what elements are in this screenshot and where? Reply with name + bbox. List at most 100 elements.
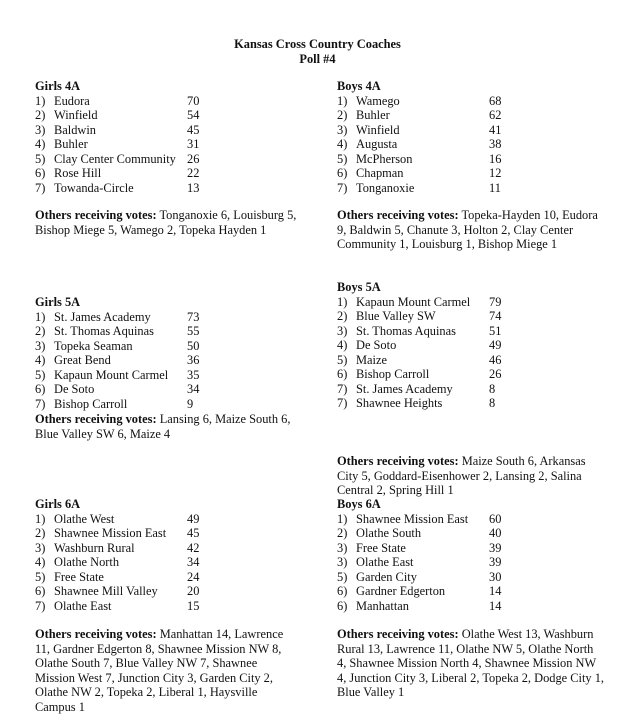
points: 8 [489, 381, 496, 396]
points: 20 [187, 584, 200, 598]
ranking-row: 3) Washburn Rural 42 [35, 541, 217, 556]
ranking-row: 2) Blue Valley SW 74 [337, 309, 519, 324]
rank: 2) [337, 108, 348, 122]
rank: 7) [35, 598, 46, 613]
points: 40 [489, 526, 502, 540]
team-name: Bishop Carroll [54, 396, 128, 411]
team-name: De Soto [54, 382, 95, 396]
rank: 1) [337, 511, 348, 526]
points: 73 [187, 309, 200, 324]
points: 60 [489, 511, 502, 526]
team-name: Bishop Carroll [356, 367, 430, 381]
others-receiving-votes: Others receiving votes: Topeka-Hayden 10… [337, 208, 605, 252]
team-name: McPherson [356, 151, 413, 166]
rank: 1) [35, 511, 46, 526]
team-name: Clay Center Community [54, 151, 176, 166]
points: 38 [489, 137, 502, 151]
ranking-row: 1) Eudora 70 [35, 94, 217, 109]
others-list: Maize South 6, Arkansas City 5, Goddard-… [337, 454, 586, 497]
team-name: Winfield [356, 122, 400, 137]
team-name: St. Thomas Aquinas [54, 324, 154, 338]
points: 55 [187, 324, 200, 338]
document-title: Kansas Cross Country Coaches Poll #4 [0, 37, 635, 66]
rank: 1) [35, 309, 46, 324]
points: 26 [187, 151, 200, 166]
section-heading: Boys 6A [337, 497, 381, 511]
ranking-section: Boys 6A 1) Shawnee Mission East 60 2) Olathe … [337, 497, 519, 613]
rank: 6) [337, 367, 348, 381]
rank: 1) [337, 93, 348, 108]
ranking-row: 4) Buhler 31 [35, 137, 217, 152]
points: 26 [489, 367, 502, 381]
ranking-row: 1) Wamego 68 [337, 94, 519, 109]
ranking-row: 2) Olathe South 40 [337, 526, 519, 541]
poll-number: Poll #4 [299, 51, 336, 66]
team-name: Buhler [356, 108, 390, 122]
team-name: Washburn Rural [54, 540, 135, 555]
team-name: Baldwin [54, 122, 96, 137]
team-name: Free State [356, 540, 406, 555]
ranking-row: 4) Olathe North 34 [35, 555, 217, 570]
section-heading: Girls 4A [35, 79, 81, 93]
rank: 5) [35, 151, 46, 166]
rank: 3) [337, 555, 348, 569]
team-name: Olathe West [54, 511, 115, 526]
ranking-row: 5) Maize 46 [337, 353, 519, 368]
rank: 7) [337, 396, 348, 410]
ranking-row: 5) McPherson 16 [337, 152, 519, 167]
rank: 2) [35, 324, 46, 338]
others-list: Lansing 6, Maize South 6, Blue Valley SW… [35, 412, 291, 441]
ranking-row: 6) De Soto 34 [35, 382, 217, 397]
others-label: Others receiving votes: [35, 412, 157, 426]
rank: 4) [35, 555, 46, 569]
rank: 2) [337, 309, 348, 323]
team-name: Rose Hill [54, 166, 102, 180]
points: 49 [489, 338, 502, 352]
section-heading: Girls 6A [35, 497, 81, 511]
team-name: Olathe North [54, 555, 120, 569]
rank: 3) [35, 338, 46, 353]
ranking-row: 2) St. Thomas Aquinas 55 [35, 324, 217, 339]
ranking-row: 7) Tonganoxie 11 [337, 181, 519, 196]
ranking-section: Boys 5A 1) Kapaun Mount Carmel 79 2) Blue Val… [337, 280, 519, 411]
points: 41 [489, 122, 502, 137]
ranking-row: 3) Topeka Seaman 50 [35, 339, 217, 354]
ranking-row: 3) Winfield 41 [337, 123, 519, 138]
points: 51 [489, 323, 502, 338]
others-label: Others receiving votes: [35, 208, 157, 222]
others-receiving-votes: Others receiving votes: Lansing 6, Maize… [35, 412, 297, 441]
team-name: Olathe East [54, 598, 112, 613]
ranking-row: 7) St. James Academy 8 [337, 382, 519, 397]
points: 62 [489, 108, 502, 122]
section-heading: Boys 5A [337, 280, 381, 294]
rank: 6) [337, 166, 348, 180]
ranking-row: 3) Free State 39 [337, 541, 519, 556]
others-list: Tonganoxie 6, Louisburg 5, Bishop Miege … [35, 208, 297, 237]
ranking-row: 2) Buhler 62 [337, 108, 519, 123]
team-name: Shawnee Mill Valley [54, 584, 158, 598]
ranking-section: Girls 6A 1) Olathe West 49 2) Shawnee Mission… [35, 497, 217, 613]
points: 49 [187, 511, 200, 526]
rank: 6) [337, 584, 348, 598]
ranking-row: 5) Free State 24 [35, 570, 217, 585]
others-receiving-votes: Others receiving votes: Maize South 6, A… [337, 454, 605, 498]
points: 31 [187, 137, 200, 151]
rank: 7) [35, 180, 46, 195]
rank: 4) [35, 353, 46, 367]
rank: 5) [35, 569, 46, 584]
ranking-row: 5) Garden City 30 [337, 570, 519, 585]
points: 12 [489, 166, 502, 180]
points: 8 [489, 396, 496, 410]
others-label: Others receiving votes: [35, 627, 157, 641]
rank: 3) [337, 323, 348, 338]
rank: 7) [337, 381, 348, 396]
ranking-row: 3) Baldwin 45 [35, 123, 217, 138]
team-name: Gardner Edgerton [356, 584, 446, 598]
rank: 3) [35, 540, 46, 555]
points: 15 [187, 598, 200, 613]
ranking-row: 6) Gardner Edgerton 14 [337, 584, 519, 599]
team-name: Towanda-Circle [54, 180, 134, 195]
ranking-row: 2) Winfield 54 [35, 108, 217, 123]
ranking-row: 6) Manhattan 14 [337, 599, 519, 614]
ranking-row: 6) Shawnee Mill Valley 20 [35, 584, 217, 599]
